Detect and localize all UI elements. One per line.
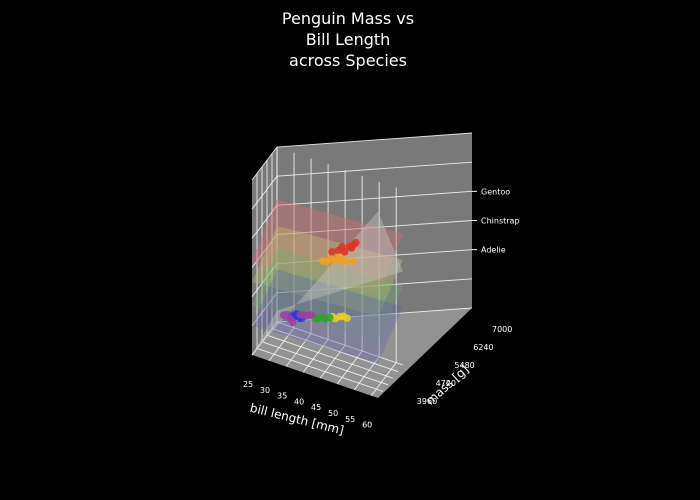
- data-point: [279, 311, 288, 320]
- chart-title-line: Penguin Mass vs: [282, 9, 414, 28]
- wall-grid-z: [251, 307, 473, 356]
- x-tick-label: 55: [345, 415, 355, 424]
- floor-grid-y: [266, 334, 394, 379]
- data-point: [321, 315, 330, 323]
- data-point: [334, 246, 343, 255]
- x-tick-label: 60: [362, 421, 372, 430]
- data-point: [289, 318, 297, 327]
- data-point: [299, 311, 308, 320]
- surface-1: [252, 225, 403, 317]
- chart-title: Penguin Mass vs Bill Length across Species: [282, 9, 414, 70]
- surface-0: [252, 199, 403, 296]
- x-tick-label: 25: [243, 380, 253, 389]
- floor-grid-x: [285, 333, 312, 367]
- chart-title-line: Bill Length: [306, 30, 391, 49]
- y-tick-label: 6240: [473, 343, 493, 352]
- data-points: [279, 238, 360, 327]
- z-tick-label: Gentoo: [481, 187, 510, 196]
- data-point: [313, 315, 322, 323]
- floor-grid-x: [370, 362, 397, 396]
- data-point: [338, 257, 346, 266]
- floor-grid-y: [271, 328, 399, 373]
- wall-grid-z: [251, 190, 473, 239]
- z-tick-label: Chinstrap: [481, 217, 520, 226]
- floor-grid-x: [302, 339, 329, 373]
- floor-grid-y: [256, 347, 384, 392]
- x-tick-label: 50: [328, 409, 338, 418]
- floor-pane: [252, 308, 472, 398]
- wall-grid-z: [251, 278, 473, 327]
- data-point: [349, 257, 358, 266]
- surface-2: [252, 249, 403, 340]
- x-tick-label: 35: [277, 392, 287, 401]
- floor-grid-x: [353, 356, 380, 391]
- wall-grid-z: [251, 220, 473, 268]
- x-tick-label: 40: [294, 397, 304, 406]
- y-axis-label: mass [g]: [423, 362, 471, 407]
- floor-grid-x: [336, 350, 363, 385]
- floor-grid-x: [268, 327, 295, 362]
- data-point: [307, 311, 315, 319]
- y-tick-label: 7000: [492, 325, 512, 334]
- chart-title-line: across Species: [289, 51, 407, 70]
- floor-grid-y: [261, 341, 389, 386]
- tick-labels: 25 30 35 40 45 50 55 60 3960 4720 5480 6240 7000 Adel…: [243, 187, 520, 429]
- data-point: [322, 257, 331, 266]
- x-tick-label: 30: [260, 386, 270, 395]
- wall-grid-z: [251, 161, 473, 210]
- floor-grid-x: [319, 344, 346, 379]
- z-tick-label: Adelie: [481, 246, 506, 255]
- data-point: [331, 256, 339, 265]
- wall-grid-z: [251, 132, 473, 181]
- y-tick-label: 5480: [454, 361, 474, 370]
- y-tick-label: 4720: [436, 379, 456, 388]
- surface-4: [252, 211, 403, 355]
- wall-grid-z: [251, 249, 473, 297]
- data-point: [328, 248, 336, 256]
- x-tick-label: 45: [311, 403, 321, 412]
- data-point: [347, 244, 356, 252]
- data-point: [352, 238, 360, 247]
- floor-grid-y: [276, 321, 404, 366]
- y-tick-label: 3960: [417, 397, 437, 406]
- data-point: [343, 314, 351, 323]
- data-point: [341, 248, 349, 256]
